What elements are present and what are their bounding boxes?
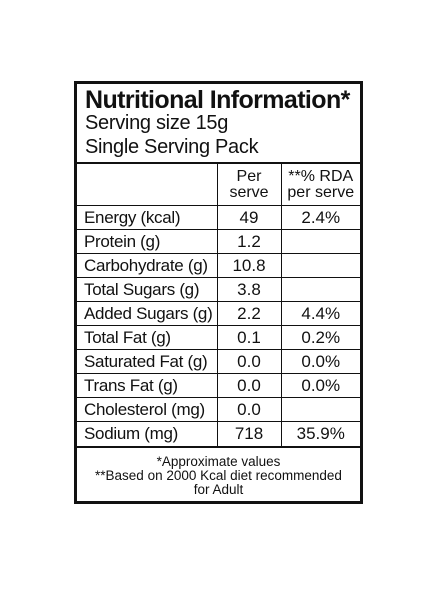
table-header-row: Per serve **% RDA per serve <box>77 164 360 206</box>
nutrient-name: Cholesterol (mg) <box>77 397 218 422</box>
table-row: Energy (kcal) 49 2.4% <box>77 205 360 230</box>
footnotes: *Approximate values **Based on 2000 Kcal… <box>77 455 360 497</box>
header-per-serve: Per serve <box>216 164 282 206</box>
per-serve-value: 49 <box>216 205 282 230</box>
footnote-rda-basis-line1: **Based on 2000 Kcal diet recommended <box>95 468 342 483</box>
footnote-approx: *Approximate values <box>156 454 281 469</box>
rda-value: 35.9% <box>280 421 360 448</box>
table-row: Trans Fat (g) 0.0 0.0% <box>77 373 360 398</box>
label-title: Nutritional Information* <box>85 86 350 114</box>
per-serve-value: 0.1 <box>216 325 282 350</box>
per-serve-value: 0.0 <box>216 397 282 422</box>
table-row: Cholesterol (mg) 0.0 <box>77 397 360 422</box>
footnote-rda-basis-line2: for Adult <box>193 482 244 497</box>
per-serve-value: 10.8 <box>216 253 282 278</box>
table-row: Protein (g) 1.2 <box>77 229 360 254</box>
rda-value <box>280 253 360 278</box>
table-row: Total Fat (g) 0.1 0.2% <box>77 325 360 350</box>
nutrient-name: Carbohydrate (g) <box>77 253 218 278</box>
rda-value: 4.4% <box>280 301 360 326</box>
rda-value: 2.4% <box>280 205 360 230</box>
header-nutrient-cell <box>77 164 218 206</box>
header-rda-line1: **% RDA <box>288 167 354 185</box>
per-serve-value: 718 <box>216 421 282 448</box>
per-serve-value: 0.0 <box>216 373 282 398</box>
table-row: Added Sugars (g) 2.2 4.4% <box>77 301 360 326</box>
table-row: Total Sugars (g) 3.8 <box>77 277 360 302</box>
nutrient-name: Protein (g) <box>77 229 218 254</box>
per-serve-value: 0.0 <box>216 349 282 374</box>
nutrition-label: Nutritional Information* Serving size 15… <box>74 81 363 504</box>
table-row: Saturated Fat (g) 0.0 0.0% <box>77 349 360 374</box>
per-serve-value: 2.2 <box>216 301 282 326</box>
header-per-serve-line1: Per <box>236 167 262 185</box>
nutrient-name: Total Fat (g) <box>77 325 218 350</box>
pack-type: Single Serving Pack <box>85 136 259 158</box>
rda-value: 0.0% <box>280 373 360 398</box>
serving-size: Serving size 15g <box>85 112 229 134</box>
header-rda-line2: per serve <box>287 183 355 201</box>
nutrition-table: Per serve **% RDA per serve Energy (kcal… <box>77 164 360 448</box>
nutrient-name: Added Sugars (g) <box>77 301 218 326</box>
nutrient-name: Trans Fat (g) <box>77 373 218 398</box>
header-rda: **% RDA per serve <box>280 164 360 206</box>
rda-value: 0.0% <box>280 349 360 374</box>
per-serve-value: 1.2 <box>216 229 282 254</box>
header-per-serve-line2: serve <box>229 183 269 201</box>
rda-value: 0.2% <box>280 325 360 350</box>
nutrient-name: Total Sugars (g) <box>77 277 218 302</box>
nutrient-name: Saturated Fat (g) <box>77 349 218 374</box>
nutrient-name: Energy (kcal) <box>77 205 218 230</box>
per-serve-value: 3.8 <box>216 277 282 302</box>
table-row: Carbohydrate (g) 10.8 <box>77 253 360 278</box>
label-header: Nutritional Information* Serving size 15… <box>77 84 360 164</box>
rda-value <box>280 277 360 302</box>
table-row: Sodium (mg) 718 35.9% <box>77 421 360 448</box>
rda-value <box>280 229 360 254</box>
rda-value <box>280 397 360 422</box>
nutrient-name: Sodium (mg) <box>77 421 218 448</box>
